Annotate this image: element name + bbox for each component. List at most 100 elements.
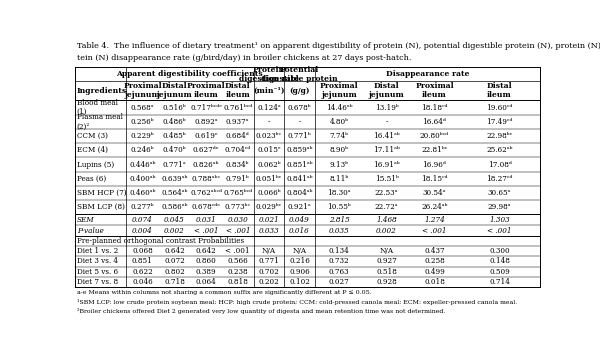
Text: 25.62ᵃᵇ: 25.62ᵃᵇ [486, 146, 513, 154]
Text: 16.41ᵃᵇ: 16.41ᵃᵇ [373, 132, 400, 140]
Text: 0.788ᵃᵇᶜ: 0.788ᵃᵇᶜ [191, 175, 221, 183]
Text: 0.642: 0.642 [164, 247, 185, 255]
Text: P-value: P-value [77, 227, 104, 235]
Text: 0.023ᵇᶜ: 0.023ᵇᶜ [256, 132, 282, 140]
Text: Proximal
ileum: Proximal ileum [415, 82, 454, 99]
Text: 7.74ᵇ: 7.74ᵇ [329, 132, 349, 140]
Text: Peas (6): Peas (6) [77, 175, 106, 183]
Text: 0.568ᵃ: 0.568ᵃ [131, 104, 154, 112]
Text: 0.485ᵇ: 0.485ᵇ [163, 132, 187, 140]
Text: 0.714: 0.714 [489, 278, 510, 286]
Text: 20.80ᵇᶜᵈ: 20.80ᵇᶜᵈ [420, 132, 449, 140]
Text: 0.074: 0.074 [132, 216, 153, 224]
Text: 0.642: 0.642 [196, 247, 217, 255]
Text: 8.90ᵇ: 8.90ᵇ [329, 146, 349, 154]
Text: 0.029ᵇᶜ: 0.029ᵇᶜ [256, 203, 282, 211]
Text: 0.033: 0.033 [259, 227, 279, 235]
Text: 0.148: 0.148 [489, 258, 510, 266]
Text: 0.516ᵇ: 0.516ᵇ [163, 104, 187, 112]
Text: 0.064: 0.064 [196, 278, 217, 286]
Text: Proximal
jejunum: Proximal jejunum [320, 82, 358, 99]
Text: 0.921ᵃ: 0.921ᵃ [288, 203, 311, 211]
Text: 0.437: 0.437 [424, 247, 445, 255]
Text: 0.258: 0.258 [424, 258, 445, 266]
Text: 0.826ᵃᵇ: 0.826ᵃᵇ [193, 161, 220, 169]
Text: ²Broiler chickens offered Diet 2 generated very low quantity of digesta and mean: ²Broiler chickens offered Diet 2 generat… [77, 309, 446, 314]
Text: N/A: N/A [293, 247, 307, 255]
Text: 0.639ᵃᵇ: 0.639ᵃᵇ [161, 175, 188, 183]
Text: Apparent digestibility coefficients: Apparent digestibility coefficients [116, 70, 263, 78]
Text: 0.771: 0.771 [259, 258, 280, 266]
Text: 0.518: 0.518 [376, 268, 397, 276]
Text: N/A: N/A [379, 247, 394, 255]
Text: 0.771ᵃ: 0.771ᵃ [163, 161, 187, 169]
Text: 0.300: 0.300 [489, 247, 510, 255]
Text: Distal
ileum: Distal ileum [487, 82, 512, 99]
Text: 0.004: 0.004 [132, 227, 153, 235]
Text: 22.53ᵃ: 22.53ᵃ [375, 189, 398, 197]
Text: 0.818: 0.818 [227, 278, 248, 286]
Text: 0.851ᵃᵇ: 0.851ᵃᵇ [286, 161, 313, 169]
Text: 0.684ᵈ: 0.684ᵈ [226, 132, 250, 140]
Text: < .001: < .001 [422, 227, 446, 235]
Text: 0.763: 0.763 [329, 268, 349, 276]
Text: 17.11ᵃᵇ: 17.11ᵃᵇ [373, 146, 400, 154]
Text: a-e Means within columns not sharing a common suffix are significantly different: a-e Means within columns not sharing a c… [77, 290, 372, 295]
Text: 1.274: 1.274 [424, 216, 445, 224]
Text: 0.773ᵇᶜ: 0.773ᵇᶜ [225, 203, 251, 211]
Text: 0.031: 0.031 [196, 216, 217, 224]
Text: 0.446ᵃᵇ: 0.446ᵃᵇ [129, 161, 155, 169]
Text: 0.928: 0.928 [376, 278, 397, 286]
Text: Distal
jejunum: Distal jejunum [368, 82, 404, 99]
Text: 4.80ᵇ: 4.80ᵇ [329, 118, 349, 126]
Text: 0.678ᵇ: 0.678ᵇ [288, 104, 311, 112]
Text: Distal
jejunum: Distal jejunum [157, 82, 193, 99]
Text: ECM (4): ECM (4) [77, 146, 108, 154]
Text: Distal
ileum: Distal ileum [225, 82, 251, 99]
Text: 0.124ᵃ: 0.124ᵃ [257, 104, 281, 112]
Text: Proximal
ileum: Proximal ileum [187, 82, 226, 99]
Text: 0.229ᵇ: 0.229ᵇ [131, 132, 154, 140]
Text: Disappearance rate: Disappearance rate [386, 70, 469, 78]
Text: 18.27ᶜᵈ: 18.27ᶜᵈ [487, 175, 513, 183]
Text: 0.246ᵇ: 0.246ᵇ [131, 146, 154, 154]
Text: 0.002: 0.002 [164, 227, 185, 235]
Text: 0.834ᵇ: 0.834ᵇ [226, 161, 250, 169]
Text: 0.002: 0.002 [376, 227, 397, 235]
Text: Table 4.  The influence of dietary treatment¹ on apparent digestibility of prote: Table 4. The influence of dietary treatm… [77, 43, 600, 50]
Text: 0.470ᵇ: 0.470ᵇ [163, 146, 187, 154]
Text: ¹SBM LCP: low crude protein soybean meal; HCP: high crude protein; CCM: cold-pre: ¹SBM LCP: low crude protein soybean meal… [77, 299, 518, 305]
Text: 19.60ᶜᵈ: 19.60ᶜᵈ [487, 104, 513, 112]
Text: Diet 5 vs. 6: Diet 5 vs. 6 [77, 268, 118, 276]
Text: Protein
digestion rate: Protein digestion rate [239, 66, 299, 83]
Text: 0.859ᵃᵇ: 0.859ᵃᵇ [286, 146, 313, 154]
Text: 0.015ᵉ: 0.015ᵉ [257, 146, 281, 154]
Text: 1.303: 1.303 [489, 216, 510, 224]
Text: < .001: < .001 [487, 227, 512, 235]
Text: 0.860: 0.860 [196, 258, 217, 266]
Text: 0.761ᵇᶜᵈ: 0.761ᵇᶜᵈ [223, 104, 253, 112]
Text: 0.049: 0.049 [289, 216, 310, 224]
Text: 26.24ᵃᵇ: 26.24ᵃᵇ [421, 203, 448, 211]
Text: 0.046: 0.046 [132, 278, 153, 286]
Text: 18.18ᶜᵈ: 18.18ᶜᵈ [421, 104, 448, 112]
Text: 0.016: 0.016 [289, 227, 310, 235]
Text: 22.81ᵇᶜ: 22.81ᵇᶜ [421, 146, 448, 154]
Text: 0.102: 0.102 [289, 278, 310, 286]
Text: 0.851: 0.851 [132, 258, 153, 266]
Text: 0.732: 0.732 [329, 258, 349, 266]
Text: 0.062ᵇ: 0.062ᵇ [257, 161, 281, 169]
Text: 10.55ᵇ: 10.55ᵇ [327, 203, 351, 211]
Text: < .001: < .001 [226, 247, 250, 255]
Text: 0.035: 0.035 [329, 227, 349, 235]
Text: 0.018: 0.018 [424, 278, 445, 286]
Text: Potential
digestible protein: Potential digestible protein [261, 66, 338, 83]
Text: 9.13ᵇ: 9.13ᵇ [329, 161, 349, 169]
Text: 29.98ᵃ: 29.98ᵃ [488, 203, 511, 211]
Text: 0.804ᵃᵇ: 0.804ᵃᵇ [286, 189, 313, 197]
Text: 0.134: 0.134 [329, 247, 349, 255]
Text: 0.509: 0.509 [489, 268, 510, 276]
Text: 0.762ᵃᵇᶜᵈ: 0.762ᵃᵇᶜᵈ [190, 189, 222, 197]
Text: 0.030: 0.030 [227, 216, 248, 224]
Text: 0.202: 0.202 [259, 278, 279, 286]
